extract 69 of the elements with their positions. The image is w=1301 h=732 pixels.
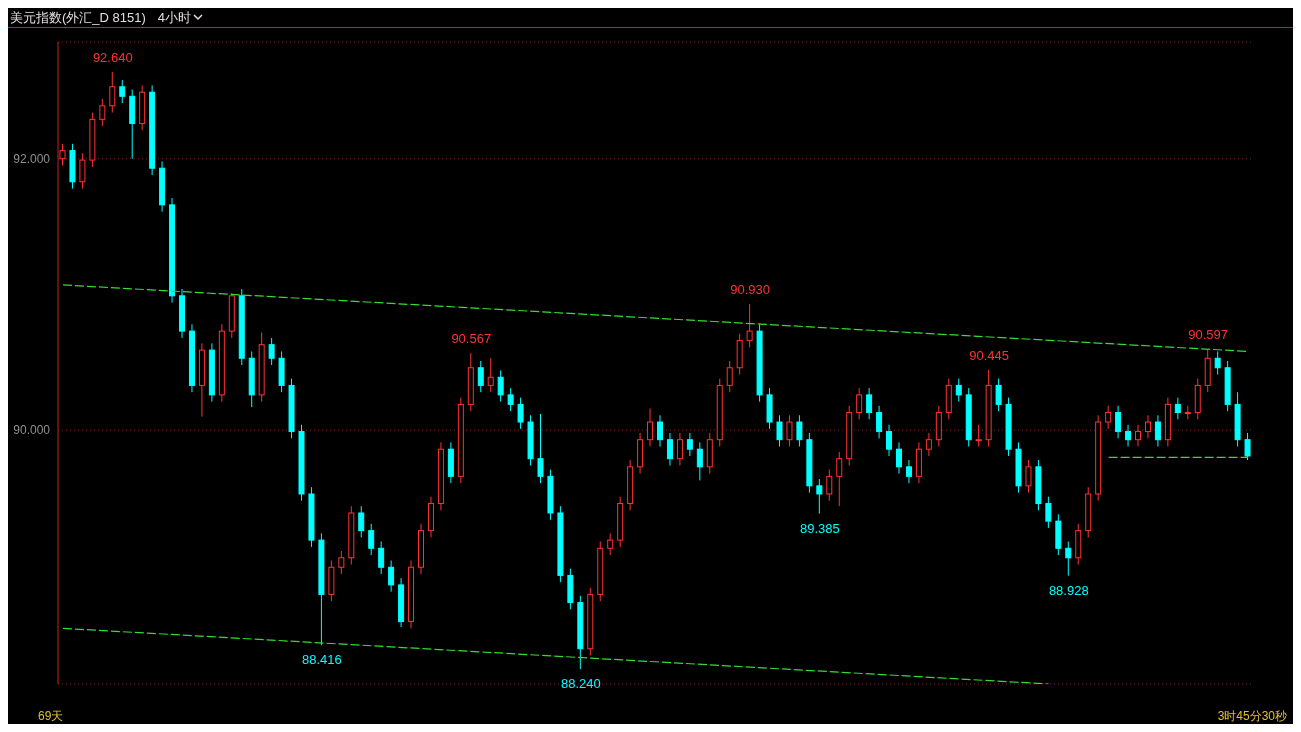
chart-subtitle: 4小时 bbox=[157, 8, 193, 27]
candlestick bbox=[786, 414, 793, 447]
candlestick bbox=[79, 152, 86, 190]
annotation: 88.240 bbox=[560, 676, 601, 692]
candlestick bbox=[388, 559, 395, 593]
candlestick bbox=[666, 432, 673, 466]
annotation: 90.597 bbox=[1188, 327, 1229, 343]
y-tick-label: 92.000 bbox=[13, 151, 51, 166]
candlestick bbox=[955, 378, 962, 403]
candlestick bbox=[1065, 540, 1072, 577]
candlestick bbox=[109, 71, 116, 114]
candlestick bbox=[368, 523, 375, 556]
candlestick bbox=[1144, 414, 1151, 439]
candlestick bbox=[886, 424, 893, 457]
candlestick bbox=[378, 540, 385, 575]
text: 69天 bbox=[38, 708, 64, 724]
candlestick bbox=[657, 414, 663, 447]
candlestick bbox=[826, 469, 833, 502]
candlestick bbox=[517, 397, 524, 430]
candlestick bbox=[487, 357, 494, 393]
candlestick bbox=[1214, 350, 1221, 376]
candlestick bbox=[1025, 459, 1032, 494]
candlestick bbox=[836, 451, 843, 507]
candlestick bbox=[896, 441, 902, 475]
candlestick bbox=[607, 532, 614, 556]
text: 3时45分30秒 bbox=[1217, 708, 1287, 724]
candlestick bbox=[99, 98, 106, 127]
candlestick bbox=[816, 478, 823, 515]
annotation: 88.928 bbox=[1048, 582, 1089, 598]
candlestick bbox=[1105, 405, 1112, 430]
annotation: 90.930 bbox=[730, 281, 770, 297]
candlestick bbox=[1174, 397, 1181, 420]
candlestick bbox=[1045, 496, 1052, 529]
candlestick bbox=[726, 360, 733, 393]
candlestick bbox=[358, 505, 365, 538]
candlestick bbox=[686, 432, 693, 457]
annotation: 90.567 bbox=[451, 331, 492, 347]
candlestick bbox=[1135, 424, 1141, 447]
candlestick bbox=[1244, 432, 1251, 461]
candlestick bbox=[59, 143, 66, 167]
candlestick bbox=[477, 360, 484, 393]
annotation: 89.385 bbox=[799, 520, 840, 536]
candlestick bbox=[856, 387, 863, 420]
candlestick bbox=[537, 413, 544, 484]
candlestick bbox=[905, 459, 912, 484]
candlestick bbox=[647, 407, 654, 447]
candlestick bbox=[119, 79, 126, 104]
candlestick bbox=[696, 441, 703, 481]
chart-title: 美元指数(外汇_D 8151) bbox=[10, 8, 146, 27]
annotation: 90.445 bbox=[969, 347, 1009, 363]
candlestick bbox=[776, 414, 783, 447]
y-tick-label: 90.000 bbox=[13, 423, 51, 438]
candlestick bbox=[746, 303, 753, 348]
candlestick bbox=[866, 387, 873, 420]
candlestick bbox=[268, 337, 275, 366]
candlestick bbox=[1115, 405, 1122, 439]
candlestick bbox=[497, 369, 504, 403]
candlestick bbox=[507, 387, 514, 412]
candlestick bbox=[1154, 414, 1161, 447]
annotation: 88.416 bbox=[302, 652, 342, 668]
candlestick bbox=[676, 432, 683, 466]
candlestick bbox=[876, 405, 883, 439]
candlestick bbox=[338, 550, 345, 575]
candlestick bbox=[925, 432, 932, 457]
annotation: 92.640 bbox=[92, 49, 133, 65]
candlestick bbox=[1125, 424, 1132, 447]
candlestick bbox=[975, 424, 982, 447]
candlestick bbox=[995, 378, 1002, 412]
candlestick bbox=[796, 414, 803, 447]
